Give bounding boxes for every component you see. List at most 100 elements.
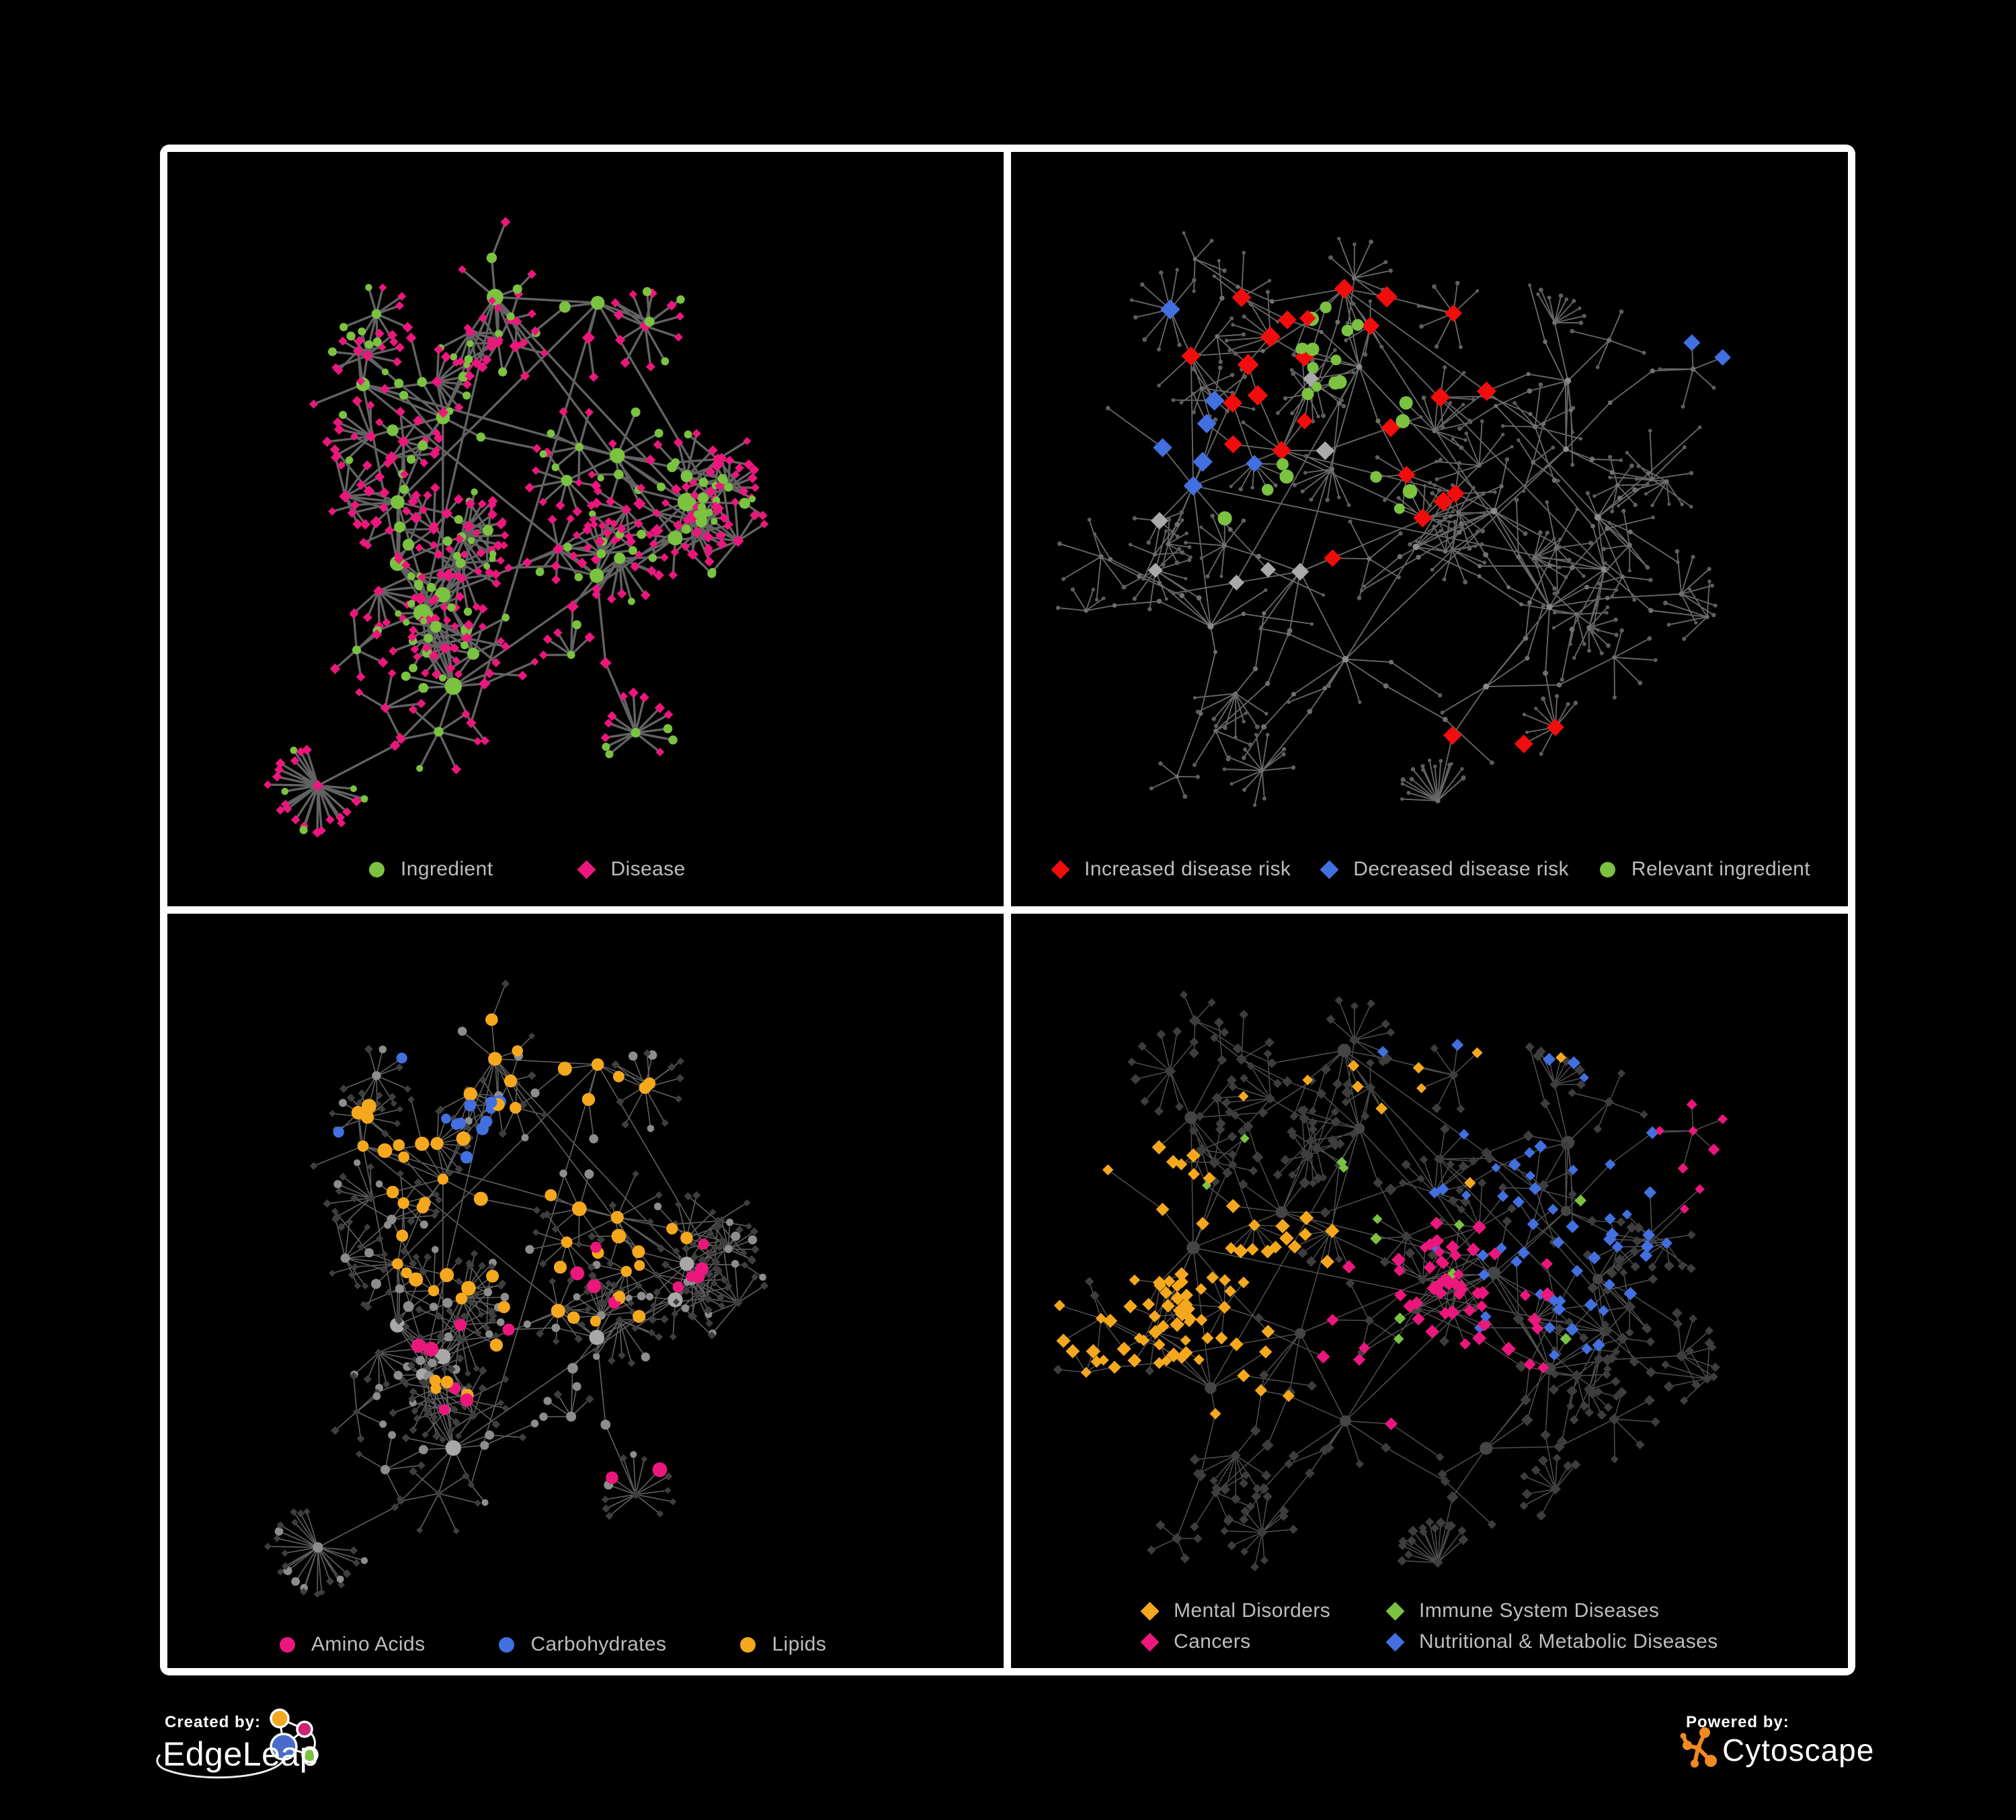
network-node-circle <box>1552 610 1557 615</box>
network-node-circle <box>1556 682 1562 688</box>
network-node-diamond <box>491 1420 501 1429</box>
network-node-diamond <box>1127 1058 1136 1066</box>
disease-risk-network-graph <box>1055 231 1731 807</box>
highlighted-network-node-circle <box>397 1197 409 1210</box>
network-node-circle <box>1094 598 1099 602</box>
network-node-diamond <box>1289 1524 1298 1534</box>
network-node-diamond <box>1242 1121 1254 1132</box>
network-node-circle <box>1658 367 1662 371</box>
network-node-diamond <box>476 547 486 558</box>
network-node-diamond <box>1195 1144 1208 1156</box>
network-node-circle <box>1459 445 1464 450</box>
network-node-diamond <box>750 1227 759 1236</box>
network-node-circle <box>1443 516 1447 520</box>
network-node-circle <box>1573 701 1578 705</box>
network-node-circle <box>1490 508 1498 515</box>
network-node-diamond <box>322 436 333 447</box>
network-node-diamond <box>272 771 282 782</box>
network-node-diamond <box>447 1365 456 1374</box>
network-node-diamond <box>669 1333 677 1341</box>
network-node-diamond <box>645 530 654 539</box>
network-node-diamond <box>1154 1106 1164 1116</box>
highlighted-network-node-circle <box>1320 301 1332 313</box>
network-node-diamond <box>419 1378 428 1388</box>
network-node-diamond <box>467 1298 475 1306</box>
highlighted-network-node-circle <box>464 1099 477 1112</box>
network-node-diamond <box>452 656 460 665</box>
network-node-diamond <box>401 560 411 570</box>
network-node-circle <box>1310 358 1315 363</box>
network-node-circle <box>1474 544 1478 548</box>
network-node-diamond <box>1332 1078 1343 1089</box>
network-node-circle <box>1149 786 1154 791</box>
network-node-circle <box>1483 552 1489 558</box>
network-node-circle <box>1383 260 1388 264</box>
network-node-circle <box>1461 776 1466 781</box>
highlighted-network-node-diamond <box>1156 1320 1170 1333</box>
network-node-diamond <box>567 1276 575 1284</box>
network-node-diamond <box>538 498 547 506</box>
highlighted-network-node-diamond <box>1677 1162 1689 1174</box>
highlighted-network-node-diamond <box>1095 1312 1106 1324</box>
network-node-circle <box>1358 700 1362 704</box>
network-node-diamond <box>1209 1476 1219 1485</box>
network-node-circle <box>375 1180 383 1188</box>
network-node-circle <box>339 323 348 331</box>
network-node-diamond <box>749 465 760 475</box>
network-node-circle <box>1493 490 1497 494</box>
network-node-circle <box>452 551 462 561</box>
network-node-circle <box>647 1125 655 1132</box>
network-node-circle <box>1621 508 1626 514</box>
network-node-diamond <box>608 1201 617 1210</box>
network-node-diamond <box>1320 1064 1332 1075</box>
highlighted-network-node-diamond <box>1394 1289 1407 1302</box>
network-node-diamond <box>680 542 690 551</box>
network-edges <box>268 983 765 1595</box>
network-node-diamond <box>607 1356 616 1365</box>
highlighted-network-node-circle <box>1312 381 1322 392</box>
network-node-circle <box>1477 574 1482 579</box>
network-node-diamond <box>674 333 683 342</box>
network-node-diamond <box>711 460 721 471</box>
highlighted-network-node-diamond <box>1528 1182 1542 1195</box>
network-node-diamond <box>633 518 643 528</box>
network-node-circle <box>1409 777 1414 782</box>
network-node-circle <box>1084 608 1088 613</box>
network-node-diamond <box>355 1450 363 1458</box>
network-node-diamond <box>1582 1250 1593 1260</box>
network-node-diamond <box>273 1534 281 1542</box>
network-node-diamond <box>588 372 599 382</box>
highlighted-network-node-diamond <box>1472 1331 1487 1345</box>
network-node-circle <box>1632 487 1638 493</box>
network-node-diamond <box>716 452 727 464</box>
network-node-circle <box>1139 282 1145 287</box>
network-node-circle <box>1133 315 1138 320</box>
highlighted-network-node-diamond <box>1438 1272 1453 1287</box>
network-node-diamond <box>477 1310 485 1318</box>
highlighted-network-node-diamond <box>1224 1285 1236 1298</box>
network-node-circle <box>1675 549 1680 554</box>
network-node-diamond <box>720 1275 728 1284</box>
network-node-diamond <box>467 1480 475 1489</box>
network-node-diamond <box>1384 1183 1397 1195</box>
highlighted-network-node-diamond <box>1425 1324 1439 1339</box>
network-node-circle <box>358 327 366 335</box>
network-node-diamond <box>491 578 501 588</box>
network-node-circle <box>1241 518 1246 523</box>
network-node-circle <box>1551 477 1557 483</box>
network-node-circle <box>463 607 473 616</box>
network-node-diamond <box>1625 1328 1634 1337</box>
network-node-circle <box>1590 524 1595 528</box>
network-node-diamond <box>684 1192 692 1201</box>
network-node-circle <box>1398 531 1403 536</box>
network-node-circle <box>1281 752 1286 757</box>
network-node-circle <box>372 1392 381 1400</box>
network-node-diamond <box>333 417 344 428</box>
highlighted-network-node-circle <box>430 1374 441 1386</box>
network-node-circle <box>1455 280 1460 286</box>
network-node-diamond <box>527 1071 536 1080</box>
network-node-diamond <box>1603 1402 1613 1412</box>
network-node-diamond <box>1252 1484 1262 1494</box>
highlighted-network-node-diamond <box>1053 1300 1065 1312</box>
network-node-diamond <box>691 526 703 539</box>
